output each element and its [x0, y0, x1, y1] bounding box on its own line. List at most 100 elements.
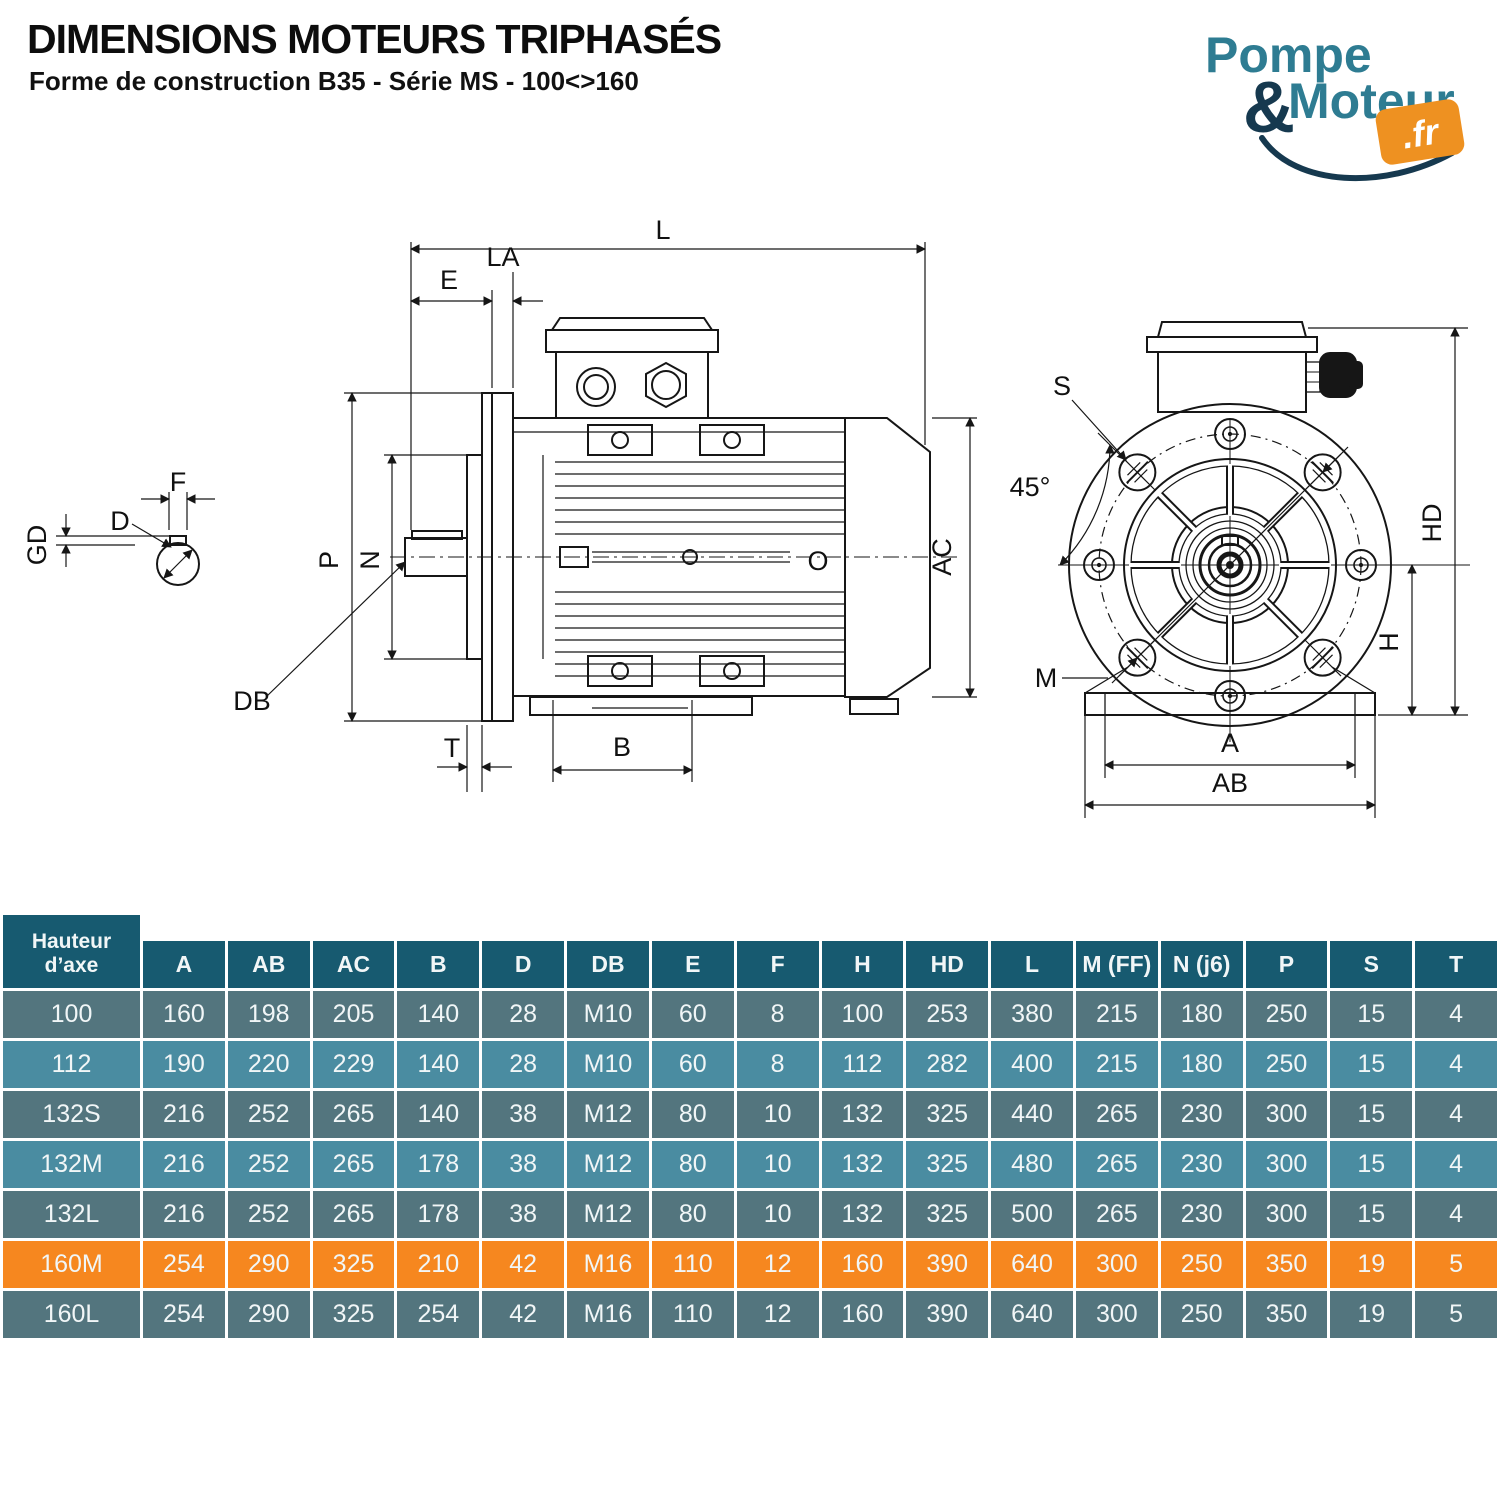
- logo-tld: .fr: [1399, 110, 1443, 156]
- table-cell: 265: [312, 1141, 395, 1189]
- table-cell: 112: [821, 1041, 904, 1089]
- table-cell: 19: [1330, 1291, 1413, 1339]
- table-cell: 38: [482, 1091, 565, 1139]
- column-header-d: D: [482, 941, 565, 989]
- side-view-dimensions: [265, 242, 977, 792]
- table-cell: 15: [1330, 1091, 1413, 1139]
- dim-label-S: S: [1053, 371, 1071, 401]
- table-cell: 265: [1075, 1091, 1158, 1139]
- table-cell: 140: [397, 991, 480, 1039]
- table-row-132s: 132S 216 252 265 140 38 M12 80 10 132 325 440 265 230…: [3, 1091, 1497, 1139]
- table-cell: 190: [143, 1041, 225, 1089]
- table-cell: 80: [651, 1141, 734, 1189]
- table-cell: 140: [397, 1091, 480, 1139]
- dim-label-HD: HD: [1417, 504, 1447, 543]
- column-header-t: T: [1415, 941, 1497, 989]
- column-header-b: B: [397, 941, 480, 989]
- table-cell: 216: [143, 1091, 225, 1139]
- column-header-ab: AB: [227, 941, 310, 989]
- table-cell: 10: [736, 1091, 819, 1139]
- table-cell: 80: [651, 1091, 734, 1139]
- logo-swoosh: [1259, 135, 1455, 182]
- table-cell: 230: [1160, 1191, 1243, 1239]
- table-cell: 4: [1415, 991, 1497, 1039]
- table-cell: 4: [1415, 1191, 1497, 1239]
- table-cell: 325: [906, 1091, 989, 1139]
- table-cell: 42: [482, 1241, 565, 1289]
- table-cell: 210: [397, 1241, 480, 1289]
- table-cell: M10: [567, 1041, 649, 1089]
- table-cell: 4: [1415, 1091, 1497, 1139]
- table-cell: 160: [821, 1291, 904, 1339]
- row-header: 160L: [3, 1291, 140, 1339]
- technical-drawing: L E LA P N DB T B AC O F GD D S 45° M HD…: [22, 215, 1470, 818]
- dim-label-LA: LA: [486, 242, 519, 272]
- dim-label-P: P: [314, 551, 344, 569]
- table-cell: 28: [482, 991, 565, 1039]
- column-header-e: E: [651, 941, 734, 989]
- dim-label-B: B: [613, 732, 631, 762]
- dim-label-N: N: [355, 550, 385, 570]
- table-cell: 325: [312, 1241, 395, 1289]
- table-row-112: 112 190 220 229 140 28 M10 60 8 112 282 400 215 180 25…: [3, 1041, 1497, 1089]
- row-header: 132M: [3, 1141, 140, 1189]
- table-cell: 290: [227, 1291, 310, 1339]
- table-cell: 229: [312, 1041, 395, 1089]
- table-cell: 290: [227, 1241, 310, 1289]
- table-row-100: 100 160 198 205 140 28 M10 60 8 100 253 380 215 180 25…: [3, 991, 1497, 1039]
- row-header: 100: [3, 991, 140, 1039]
- table-cell: 440: [991, 1091, 1073, 1139]
- table-cell: 252: [227, 1091, 310, 1139]
- table-cell: M10: [567, 991, 649, 1039]
- table-row-160m: 160M 254 290 325 210 42 M16 110 12 160 390 640 300 25…: [3, 1241, 1497, 1289]
- table-cell: 216: [143, 1141, 225, 1189]
- table-cell: 28: [482, 1041, 565, 1089]
- table-cell: 216: [143, 1191, 225, 1239]
- table-cell: 132: [821, 1091, 904, 1139]
- table-cell: 12: [736, 1241, 819, 1289]
- table-cell: 390: [906, 1241, 989, 1289]
- table-cell: 12: [736, 1291, 819, 1339]
- table-cell: 60: [651, 991, 734, 1039]
- table-cell: M16: [567, 1241, 649, 1289]
- dim-label-L: L: [655, 215, 670, 245]
- table-cell: 132: [821, 1191, 904, 1239]
- dim-label-T: T: [444, 733, 461, 763]
- table-cell: M12: [567, 1091, 649, 1139]
- table-cell: 4: [1415, 1141, 1497, 1189]
- table-cell: 265: [312, 1191, 395, 1239]
- table-cell: 19: [1330, 1241, 1413, 1289]
- table-cell: 38: [482, 1191, 565, 1239]
- table-cell: 160: [143, 991, 225, 1039]
- table-cell: 250: [1245, 1041, 1328, 1089]
- table-cell: 4: [1415, 1041, 1497, 1089]
- table-cell: 110: [651, 1241, 734, 1289]
- dim-label-AC: AC: [927, 538, 957, 576]
- table-cell: 480: [991, 1141, 1073, 1189]
- table-cell: 10: [736, 1141, 819, 1189]
- column-header-hd: HD: [906, 941, 989, 989]
- table-cell: 178: [397, 1141, 480, 1189]
- table-cell: 250: [1160, 1291, 1243, 1339]
- table-cell: 300: [1245, 1091, 1328, 1139]
- dim-label-O: O: [807, 546, 828, 576]
- front-view: [1058, 321, 1470, 742]
- table-cell: 60: [651, 1041, 734, 1089]
- table-cell: 215: [1075, 991, 1158, 1039]
- dimension-table: Hauteur d’axe A AB AC B D DB E F H HD L M (FF) N (j6…: [0, 914, 1500, 1341]
- column-header-db: DB: [567, 941, 649, 989]
- table-cell: 180: [1160, 1041, 1243, 1089]
- table-cell: M12: [567, 1141, 649, 1189]
- dim-label-D: D: [110, 506, 130, 536]
- table-cell: M16: [567, 1291, 649, 1339]
- table-cell: 325: [906, 1141, 989, 1189]
- table-cell: 250: [1245, 991, 1328, 1039]
- column-header-p: P: [1245, 941, 1328, 989]
- table-cell: 254: [143, 1291, 225, 1339]
- table-cell: 350: [1245, 1241, 1328, 1289]
- table-cell: 15: [1330, 1191, 1413, 1239]
- table-cell: 5: [1415, 1241, 1497, 1289]
- column-header-a: A: [143, 941, 225, 989]
- dim-label-A: A: [1221, 728, 1239, 758]
- column-header-f: F: [736, 941, 819, 989]
